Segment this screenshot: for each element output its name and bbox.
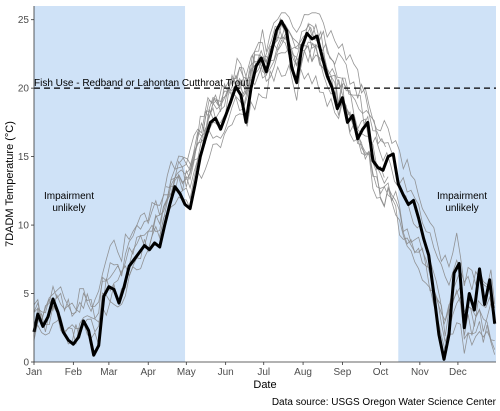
y-axis-title: 7DADM Temperature (°C) [4, 121, 16, 247]
impairment-label-1-line1: Impairment [44, 191, 94, 202]
y-tick-label-15: 15 [18, 152, 30, 163]
background-series-3 [33, 39, 495, 341]
axes: 0 5 10 15 20 25 Jan Feb Mar Apr May Jun Jul Aug Sep Oct… [18, 6, 496, 378]
impairment-label-1-line2: unlikely [52, 203, 85, 214]
x-tick-label-jul: Jul [257, 367, 270, 378]
x-tick-label-feb: Feb [65, 367, 83, 378]
background-series-group [33, 12, 496, 355]
y-tick-label-10: 10 [18, 221, 30, 232]
background-series-9 [33, 63, 496, 346]
impairment-unlikely-band-2 [398, 6, 496, 362]
x-tick-label-may: May [177, 367, 196, 378]
impairment-label-2-line2: unlikely [445, 203, 478, 214]
impairment-label-2-line1: Impairment [437, 191, 487, 202]
data-source-note: Data source: USGS Oregon Water Science C… [272, 397, 497, 408]
background-series-8 [33, 12, 496, 320]
highlight-series-group [32, 19, 497, 361]
y-tick-label-5: 5 [23, 289, 29, 300]
y-tick-label-0: 0 [23, 358, 29, 369]
criterion-label: Fish Use - Redband or Lahontan Cutthroat… [34, 78, 249, 89]
background-series-7 [165, 17, 494, 327]
highlight-series-line [32, 19, 497, 361]
y-tick-label-20: 20 [18, 84, 30, 95]
x-tick-label-oct: Oct [373, 367, 389, 378]
x-tick-label-sep: Sep [334, 367, 352, 378]
x-tick-label-aug: Aug [294, 367, 312, 378]
x-tick-label-mar: Mar [100, 367, 118, 378]
x-tick-label-nov: Nov [411, 367, 429, 378]
background-series-4 [159, 35, 496, 355]
x-tick-label-apr: Apr [140, 367, 156, 378]
x-tick-label-dec: Dec [449, 367, 467, 378]
impairment-unlikely-shading [34, 6, 496, 362]
criterion-line-group: Fish Use - Redband or Lahontan Cutthroat… [34, 78, 496, 89]
x-tick-label-jun: Jun [218, 367, 234, 378]
y-tick-label-25: 25 [18, 15, 30, 26]
x-tick-label-jan: Jan [26, 367, 42, 378]
background-series-1 [170, 41, 496, 354]
background-series-10 [179, 23, 386, 168]
x-axis-title: Date [253, 379, 276, 391]
